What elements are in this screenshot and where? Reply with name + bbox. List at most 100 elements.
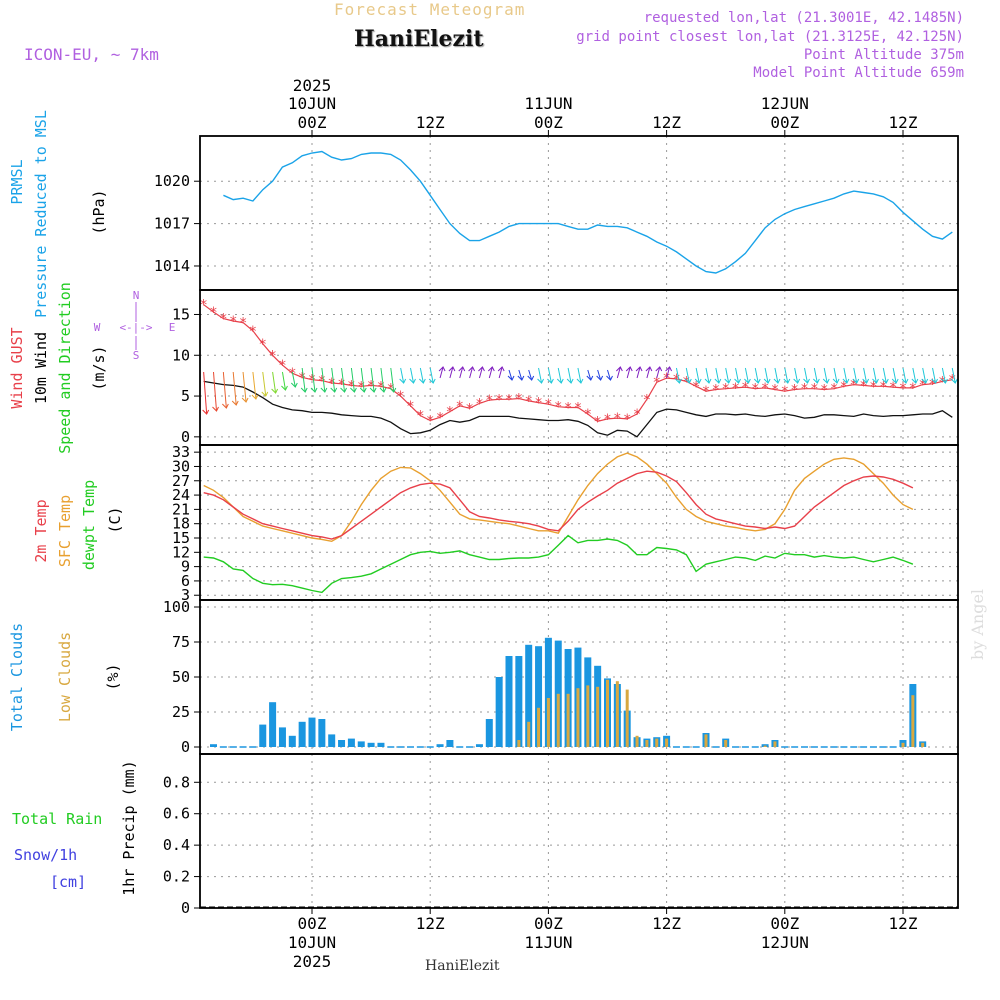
gust-marker: * <box>850 378 858 394</box>
wind-arrow <box>232 371 237 406</box>
gust-marker: * <box>593 414 601 430</box>
gust-marker: * <box>692 379 700 395</box>
wind-arrow-head <box>862 378 870 384</box>
wind-arrow <box>213 371 217 412</box>
gust-marker: * <box>603 412 611 428</box>
prmsl-label: PRMSL <box>8 159 26 204</box>
gust-marker: * <box>209 305 217 321</box>
wind-arrow <box>646 366 651 379</box>
wind-arrow <box>538 367 543 384</box>
temp-2m-line <box>203 470 914 540</box>
wind-arrow-head <box>399 378 407 384</box>
requested-coords: requested lon,lat (21.3001E, 42.1485N) <box>643 10 964 26</box>
gust-marker: * <box>859 378 867 394</box>
wind-arrow <box>587 369 592 381</box>
gust-marker: * <box>712 383 720 399</box>
total-clouds-bar <box>367 742 375 747</box>
total-clouds-bar <box>298 721 306 747</box>
y-tick-label: 0.4 <box>163 836 190 854</box>
gust-marker: * <box>318 374 326 390</box>
wind-arrow-head <box>271 388 279 394</box>
gust-marker: * <box>653 375 661 391</box>
gust-marker: * <box>909 381 917 397</box>
gust-marker: * <box>377 379 385 395</box>
gust-marker: * <box>869 379 877 395</box>
wind-arrow <box>291 371 296 388</box>
gust-marker: * <box>623 412 631 428</box>
wind-arrow-head <box>350 387 357 393</box>
wind-arrow <box>311 367 316 393</box>
wind-arrow-head <box>300 387 308 393</box>
gust-marker: * <box>268 348 276 364</box>
wind-arrow <box>932 367 937 384</box>
sfc-temp-label: SFC Temp <box>56 495 74 567</box>
wind-arrow <box>843 367 848 384</box>
y-tick-label: 27 <box>172 472 190 490</box>
low-clouds-bar <box>517 740 521 747</box>
point-altitude: Point Altitude 375m <box>803 47 964 63</box>
pressure-unit: (hPa) <box>90 189 108 234</box>
total-clouds-bar <box>544 637 552 747</box>
gust-marker: * <box>229 314 237 330</box>
gust-marker: * <box>387 382 395 398</box>
gust-marker: * <box>820 383 828 399</box>
date-label-top: 11JUN <box>524 94 572 113</box>
total-clouds-bar <box>347 738 355 747</box>
wind-arrow <box>833 367 838 384</box>
gust-marker: * <box>790 383 798 399</box>
low-clouds-label: Low Clouds <box>56 632 74 722</box>
wind-arrow-head <box>852 378 860 384</box>
wind-arrow-head <box>202 409 210 415</box>
wind-arrow-head <box>753 378 761 384</box>
wind-arrow-head <box>212 406 219 412</box>
wind-arrow-head <box>724 378 732 384</box>
wind-arrow <box>922 367 927 384</box>
y-tick-label: 10 <box>172 346 190 364</box>
gust-marker: * <box>239 316 247 332</box>
wind-arrow <box>597 369 602 381</box>
wind-arrow-head <box>290 382 298 388</box>
gust-marker: * <box>918 378 926 394</box>
wind-arrow-head <box>497 366 505 372</box>
wind-arrow-head <box>655 366 663 372</box>
x-tick-label-bottom: 00Z <box>534 914 563 933</box>
panel-frame-pressure <box>199 135 959 291</box>
total-clouds-bar <box>269 702 277 747</box>
wind-arrow-head <box>881 378 889 384</box>
wind-arrow <box>675 367 680 384</box>
model-label: ICON-EU, ~ 7km <box>24 45 159 64</box>
y-tick-label: 18 <box>172 515 190 533</box>
gust-marker: * <box>426 414 434 430</box>
wind-arrow <box>380 367 385 393</box>
wind-arrow-head <box>369 387 377 393</box>
compass-w: W <box>94 321 101 334</box>
gust-marker: * <box>938 374 946 390</box>
wind-arrow-head <box>891 378 899 384</box>
y-tick-label: 33 <box>172 443 190 461</box>
gust-marker: * <box>879 379 887 395</box>
wind-arrow-head <box>625 366 633 372</box>
dewpt-label: dewpt Temp <box>80 480 98 570</box>
total-clouds-bar <box>377 742 385 747</box>
wind-arrow <box>557 367 562 384</box>
wind-arrow-head <box>379 387 387 393</box>
x-tick-label-top: 00Z <box>534 113 563 132</box>
wind-arrow-head <box>901 378 909 384</box>
wind-arrow-head <box>547 378 554 384</box>
gust-marker: * <box>810 382 818 398</box>
y-tick-label: 12 <box>172 543 190 561</box>
total-clouds-label: Total Clouds <box>8 623 26 731</box>
wind-arrow-head <box>556 378 564 384</box>
low-clouds-bar <box>704 734 708 747</box>
wind-arrow-head <box>251 394 259 400</box>
total-clouds-bar <box>505 656 513 747</box>
total-clouds-bar <box>515 656 523 747</box>
wind-arrow <box>390 367 395 393</box>
wind-arrow-head <box>704 378 712 384</box>
wind-arrow <box>666 366 671 379</box>
low-clouds-bar <box>911 695 915 747</box>
pressure-label: Pressure Reduced to MSL <box>32 110 50 318</box>
wind-arrow-head <box>517 375 525 381</box>
total-clouds-bar <box>278 727 286 747</box>
wind-arrow <box>626 366 631 379</box>
